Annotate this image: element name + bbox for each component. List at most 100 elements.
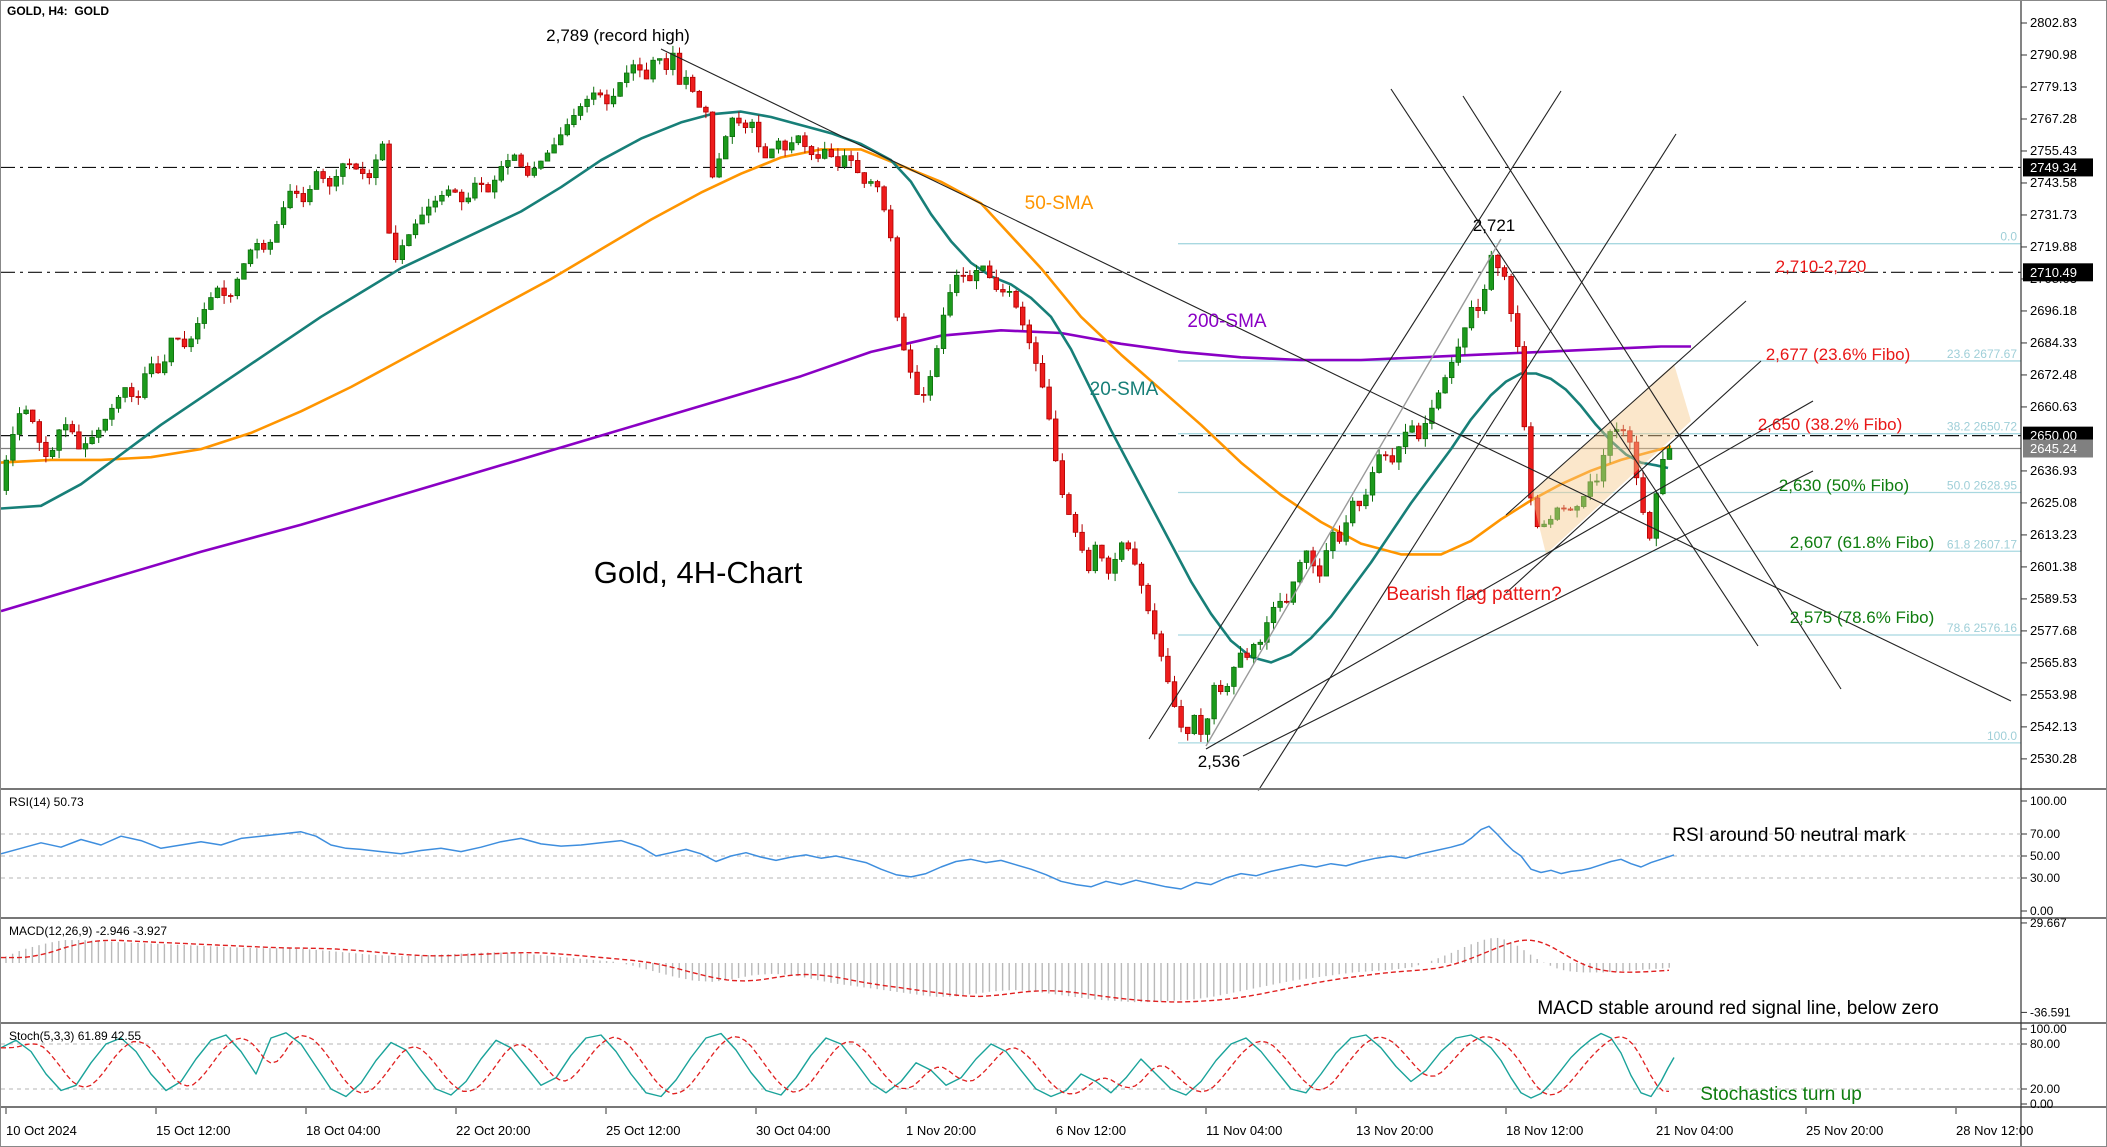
- candle-body: [650, 59, 656, 80]
- candle-body: [511, 154, 518, 161]
- candle-body: [1548, 518, 1554, 525]
- macd-note: MACD stable around red signal line, belo…: [1537, 998, 1938, 1019]
- candle-body: [1138, 563, 1145, 586]
- candle-body: [102, 418, 108, 431]
- candle-body: [399, 245, 405, 261]
- candle-body: [571, 115, 577, 126]
- candle-body: [518, 154, 524, 167]
- candle-body: [1119, 542, 1125, 560]
- candle-body: [1495, 254, 1501, 269]
- price-axis-label: 2731.73: [2030, 207, 2077, 222]
- candle-body: [1455, 346, 1461, 363]
- candle-body: [353, 163, 359, 170]
- fibo-axis-label: 38.2 2650.72: [1947, 420, 2017, 434]
- sma200-label: 200-SMA: [1187, 311, 1267, 332]
- candle-body: [1211, 684, 1217, 720]
- price-axis-label: 2542.13: [2030, 719, 2077, 734]
- candle-body: [531, 167, 537, 176]
- candle-body: [274, 224, 280, 243]
- candle-body: [1620, 429, 1626, 432]
- candle-body: [538, 160, 544, 169]
- candle-body: [260, 243, 267, 250]
- time-axis-label: 13 Nov 20:00: [1356, 1123, 1433, 1138]
- candle-body: [181, 338, 188, 348]
- candle-body: [386, 143, 392, 234]
- rsi-line: [1, 825, 1675, 890]
- time-axis-label: 10 Oct 2024: [6, 1123, 77, 1138]
- candle-body: [954, 274, 960, 293]
- candle-body: [491, 179, 498, 193]
- candle-body: [914, 371, 920, 395]
- candle-body: [815, 154, 821, 159]
- candle-body: [756, 121, 762, 148]
- price-axis-layer[interactable]: 2802.83 2790.98 2779.13 2767.28 2755.43 2743.…: [2021, 15, 2093, 766]
- candle-body: [201, 309, 207, 324]
- candle-body: [558, 134, 564, 146]
- zone-2710-2720-label: 2,710-2,720: [1776, 257, 1867, 276]
- candle-body: [1376, 454, 1382, 473]
- candle-body: [1416, 425, 1422, 440]
- candle-body: [359, 168, 366, 174]
- candle-body: [465, 197, 471, 203]
- candle-body: [76, 431, 82, 450]
- candle-body: [584, 98, 590, 107]
- candle-body: [366, 173, 372, 179]
- candle-body: [346, 163, 353, 166]
- sma-200-line: [1, 329, 1691, 613]
- indicator-axis-label: 0.00: [2030, 1097, 2054, 1111]
- candle-body: [624, 72, 630, 83]
- candle-body: [888, 209, 894, 239]
- stoch-k-line: [1, 1032, 1675, 1099]
- indicator-axis-label: 50.00: [2030, 849, 2060, 863]
- candle-body: [960, 274, 966, 277]
- candle-body: [1600, 454, 1607, 482]
- trendline-flag-lower: [1505, 360, 1762, 594]
- candle-body: [63, 424, 69, 431]
- candle-body: [439, 194, 445, 202]
- time-axis-label: 22 Oct 20:00: [456, 1123, 530, 1138]
- fibo-786-label: 2,575 (78.6% Fibo): [1790, 608, 1935, 627]
- candle-body: [1435, 392, 1442, 409]
- candle-body: [425, 206, 432, 216]
- stoch-d-line: [1, 1034, 1670, 1096]
- fibo-axis-label: 0.0: [2000, 230, 2017, 244]
- candle-body: [835, 156, 841, 167]
- candle-body: [379, 143, 386, 161]
- candle-body: [1297, 562, 1303, 583]
- candle-body: [56, 429, 62, 451]
- candle-body: [1317, 565, 1323, 577]
- candle-body: [1521, 346, 1527, 428]
- time-axis-layer[interactable]: 10 Oct 2024 15 Oct 12:00 18 Oct 04:00 22 Oc…: [5, 1108, 2033, 1138]
- candle-body: [855, 160, 861, 174]
- time-axis-label: 6 Nov 12:00: [1056, 1123, 1126, 1138]
- candle-body: [1125, 542, 1131, 550]
- candle-body: [525, 165, 531, 176]
- candle-body: [1534, 497, 1541, 528]
- candle-body: [630, 64, 636, 74]
- low-label: 2,536: [1198, 752, 1241, 771]
- candle-body: [214, 287, 221, 298]
- trendline-uptrend-median: [1205, 238, 1502, 747]
- candle-body: [868, 181, 874, 184]
- candle-body: [148, 363, 155, 375]
- candle-body: [696, 90, 702, 108]
- macd-signal-line: [1, 939, 1670, 1003]
- peak-label: 2,721: [1473, 216, 1516, 235]
- candle-body: [1013, 290, 1019, 308]
- flag-shading: [1531, 364, 1691, 554]
- candle-body: [762, 146, 768, 159]
- candle-body: [1396, 446, 1402, 463]
- candle-body: [340, 163, 346, 177]
- candle-body: [3, 459, 9, 491]
- candle-body: [1257, 641, 1263, 645]
- bearish-flag-label: Bearish flag pattern?: [1386, 584, 1561, 605]
- candle-body: [1409, 425, 1415, 433]
- candle-body: [676, 52, 683, 85]
- macd-indicator-title: MACD(12,26,9) -2.946 -3.927: [9, 924, 168, 938]
- candle-body: [716, 158, 722, 178]
- price-axis-label: 2755.43: [2030, 143, 2077, 158]
- candle-body: [392, 232, 399, 261]
- candle-body: [478, 182, 485, 185]
